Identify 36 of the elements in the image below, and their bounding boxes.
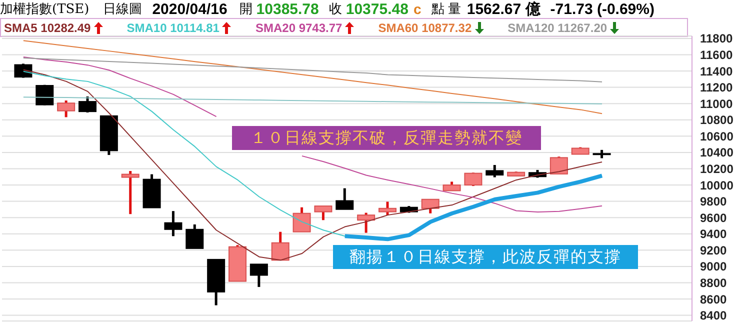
text: SMA10 10114.81 (126, 20, 220, 34)
y-tick-label: 11200 (700, 80, 734, 95)
y-tick-label: 11600 (700, 48, 734, 62)
text: 2020/04/16 (152, 0, 228, 18)
y-tick-label: 9400 (700, 227, 728, 242)
y-tick-label: 11400 (700, 64, 734, 78)
annotation: １０日線支撐不破，反彈走勢就不變 (232, 126, 541, 150)
y-tick-label: 9600 (700, 210, 728, 225)
text: 10385.78 (256, 0, 319, 18)
text: c (413, 1, 422, 17)
text: SMA20 9743.77 (255, 20, 344, 34)
y-tick-label: 9800 (700, 194, 728, 209)
y-tick-label: 9000 (700, 260, 728, 274)
text: 日線圖 (103, 0, 142, 18)
y-tick-label: 11800 (700, 32, 734, 46)
y-tick-label: 8600 (700, 292, 728, 306)
text: 開 (239, 0, 252, 18)
y-tick-label: 10200 (700, 162, 734, 176)
text: 1562.67 億 (466, 0, 540, 18)
chart-title: 加權指數(TSE) (0, 1, 90, 18)
y-tick-label: 10000 (700, 178, 734, 192)
y-tick-label: 11000 (700, 96, 734, 111)
y-tick-label: 8400 (700, 308, 728, 323)
text: SMA5 10282.49 (4, 20, 92, 34)
y-tick-label: 8800 (700, 276, 728, 290)
y-tick-label: 10800 (700, 113, 734, 128)
text: 10375.48 (346, 0, 408, 18)
y-tick-label: 10600 (700, 129, 734, 144)
text: -71.73 (-0.69%) (550, 0, 654, 18)
text: 點 量 (431, 0, 461, 18)
text: 收 (328, 0, 342, 18)
y-tick-label: 9200 (700, 243, 728, 258)
annotation: 翻揚１０日線支撐，此波反彈的支撐 (333, 245, 638, 269)
text: SMA60 10877.32 (378, 20, 473, 34)
y-tick-label: 10400 (700, 146, 734, 160)
text: SMA120 11267.20 (508, 20, 608, 34)
